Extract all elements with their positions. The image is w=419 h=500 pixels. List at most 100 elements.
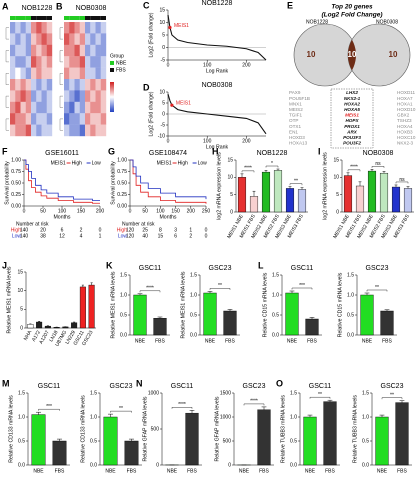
risk-count: 140 [20, 227, 29, 233]
x-tick-label: 0 [167, 62, 170, 68]
y-tick-label: 1.0 [90, 414, 97, 420]
y-axis-label: Relative CD133 mRNA levels [80, 395, 86, 463]
heat-cell [20, 33, 26, 45]
x-tick-label: 0 [23, 208, 26, 214]
y-tick-label: 0.75 [117, 169, 127, 175]
set-circle [347, 23, 411, 87]
y-axis-label: Relative CD15 mRNA levels [262, 272, 268, 337]
heat-cell [95, 44, 101, 57]
legend-swatch [110, 61, 114, 65]
heat-cell [85, 67, 91, 80]
heat-cell [36, 33, 42, 45]
y-axis-label: Relative GFAP mRNA levels [214, 396, 220, 461]
x-tick-label: NBE [205, 338, 216, 344]
highlight-label: MEIS1 [176, 101, 191, 107]
heat-cell [41, 44, 47, 57]
gene-label: HOXA13 [289, 141, 308, 146]
group-cell [85, 16, 91, 20]
heat-cell [20, 56, 26, 68]
gene-label: MNX1 [289, 101, 302, 106]
x-tick-label: FBS [382, 338, 392, 344]
risk-row-label: High [117, 227, 128, 233]
y-tick-label: 1.5 [190, 272, 197, 278]
significance-bracket [110, 410, 132, 413]
error-bar [288, 186, 292, 189]
gene-label: HOXA5 [344, 107, 360, 112]
heat-cell [46, 33, 53, 45]
y-tick-label: 1.5 [90, 390, 97, 396]
bar [285, 188, 295, 213]
error-bar [157, 316, 163, 319]
risk-count: 40 [142, 233, 148, 239]
y-tick-label: 0 [162, 111, 165, 117]
heat-cell [20, 113, 26, 125]
heat-cell [85, 79, 91, 91]
x-tick-label: NBE [135, 338, 146, 344]
y-axis-label: Log2 (Fold change) [148, 12, 154, 57]
y-axis-label: log2 mRNA expression levels [216, 152, 222, 220]
heat-cell [69, 79, 75, 91]
heat-cell [95, 33, 101, 45]
bar [79, 286, 86, 329]
y-tick-label: 1.5 [347, 272, 354, 278]
y-axis-label: Relative MEIS1 mRNA levels [110, 271, 116, 338]
legend-label: High [178, 160, 189, 166]
bar [31, 414, 46, 466]
heat-cell [36, 22, 42, 34]
bar [185, 412, 199, 466]
error-bar [276, 168, 280, 171]
heat-cell [15, 90, 21, 102]
set-count: 10 [348, 50, 357, 59]
heat-cell [64, 67, 70, 80]
heat-cell [15, 67, 21, 80]
heat-cell [64, 101, 70, 114]
dendrogram [5, 95, 9, 108]
group-cell [64, 16, 70, 20]
heat-cell [79, 67, 86, 80]
y-tick-label: 0.0 [290, 462, 297, 468]
heat-cell [25, 79, 32, 91]
heat-cell [85, 101, 91, 114]
heat-cell [74, 90, 80, 102]
panel-label: B [56, 1, 63, 11]
heat-cell [95, 90, 101, 102]
bar [305, 318, 319, 336]
heat-cell [31, 56, 37, 68]
error-bar [358, 181, 362, 186]
x-tick-label: 100 [203, 138, 212, 144]
gene-label: HOXA7 [397, 96, 413, 101]
significance-label: ** [390, 393, 394, 399]
y-tick-label: 1.0 [120, 292, 127, 298]
heat-cell [46, 101, 53, 114]
legend-title: MEIS1 [51, 160, 66, 166]
bar [380, 310, 394, 336]
heat-cell [69, 90, 75, 102]
y-tick-label: 0.5 [347, 312, 354, 318]
heat-cell [95, 113, 101, 125]
risk-count: 140 [20, 233, 29, 239]
heat-cell [46, 79, 53, 91]
y-tick-label: 0.5 [362, 438, 369, 444]
significance-bracket [347, 169, 361, 172]
bar [403, 188, 413, 213]
heat-cell [20, 101, 26, 114]
gene-label: HOXD11 [397, 90, 415, 95]
x-tick-label: LN18 [48, 329, 59, 343]
heat-cell [74, 113, 80, 125]
x-tick-label: FBS [127, 468, 137, 474]
chart-title: GSC11 [139, 265, 162, 272]
heat-cell [90, 124, 96, 137]
heat-cell [79, 79, 86, 91]
chart-title: GSC23 [243, 383, 266, 390]
chart-title: GSE16011 [45, 150, 79, 157]
gene-label: POU3F3 [343, 135, 361, 140]
risk-title: Number at risk [122, 221, 155, 227]
x-tick-label: 200 [96, 208, 105, 214]
error-bar [107, 413, 114, 417]
x-tick-label: 200 [242, 62, 251, 68]
heat-cell [25, 56, 32, 68]
heat-cell [100, 44, 107, 57]
x-tick-label: 150 [171, 208, 180, 214]
bar [285, 292, 299, 336]
gene-label: HOXA1 [397, 101, 413, 106]
